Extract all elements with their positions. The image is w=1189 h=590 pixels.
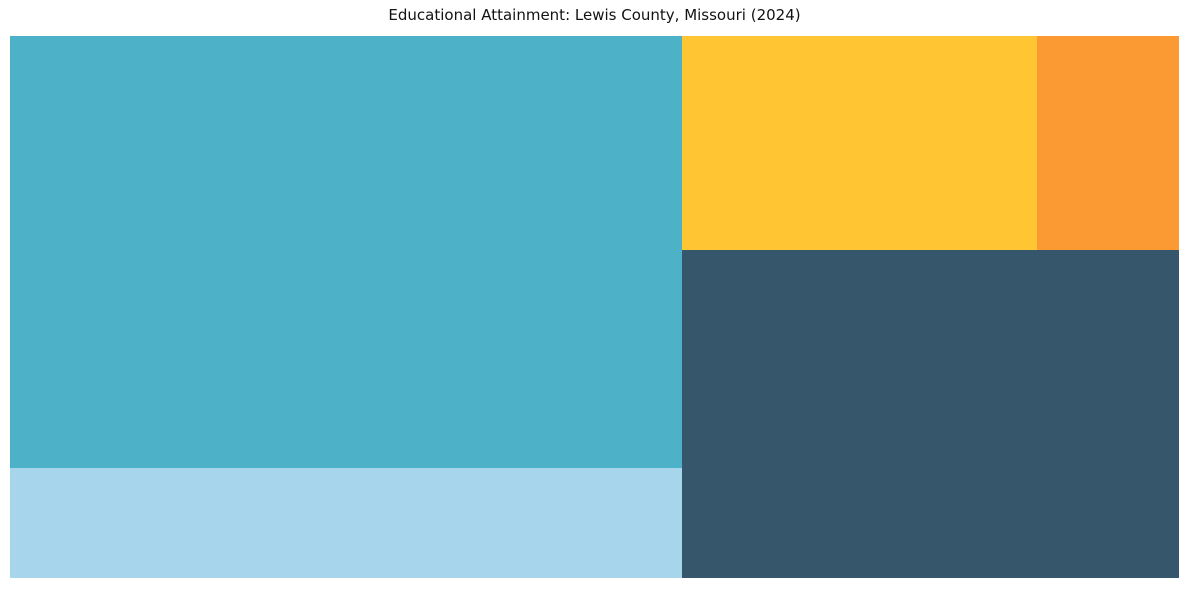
treemap-tile[interactable]: Some college or associate's degree [10, 468, 682, 578]
treemap-tile[interactable]: High school graduate [10, 36, 682, 468]
treemap-tile[interactable]: Bachelor's degree or higher [682, 250, 1179, 578]
chart-title: Educational Attainment: Lewis County, Mi… [388, 6, 801, 24]
treemap-tile[interactable]: Less than 9th grade [682, 36, 1037, 250]
treemap-tile[interactable]: 9th to 12th grade, no diploma [1037, 36, 1179, 250]
treemap-plot-area: High school graduateSome college or asso… [10, 36, 1179, 578]
